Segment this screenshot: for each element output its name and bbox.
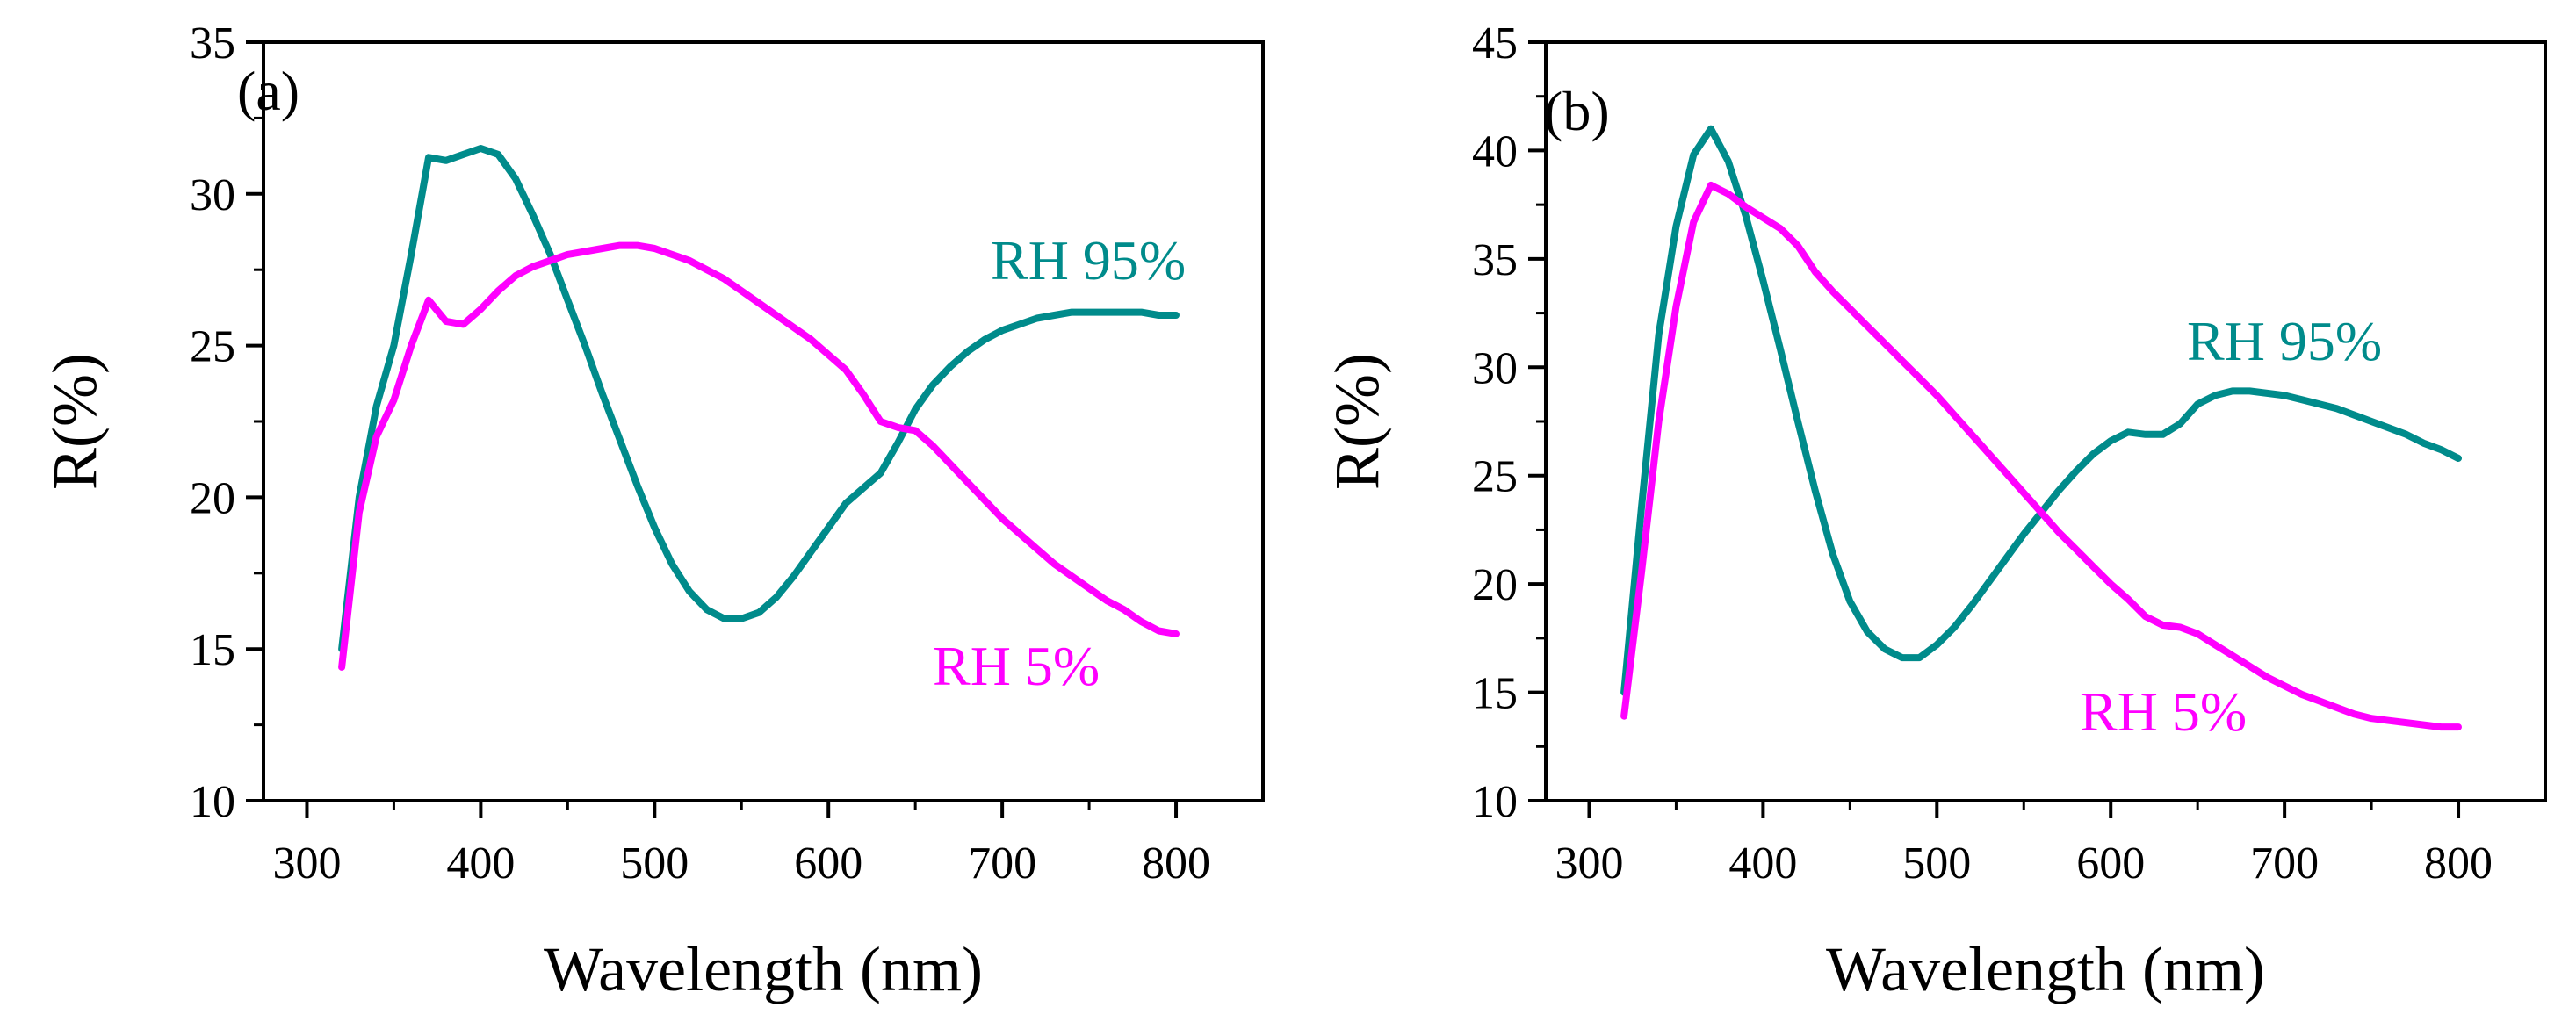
x-tick-label: 700: [968, 838, 1036, 889]
y-tick-label: 35: [1472, 235, 1518, 285]
x-tick-label: 400: [446, 838, 515, 889]
x-tick-label: 300: [272, 838, 341, 889]
x-tick-label: 500: [620, 838, 689, 889]
y-tick-label: 25: [190, 322, 235, 372]
series-line-rh5: [338, 241, 1180, 671]
x-tick-label: 600: [2076, 838, 2145, 889]
y-tick-label: 10: [1472, 777, 1518, 827]
x-tick-label: 500: [1902, 838, 1971, 889]
plot-frame: [262, 40, 1265, 802]
panel-label: (b): [1544, 80, 1610, 142]
y-tick-label: 20: [1472, 560, 1518, 610]
chart-panel-b: 300 400 500 600 700 800 10 15 20 25 30 35 40 45 (b) R…: [1322, 18, 2547, 1004]
x-tick-label: 600: [794, 838, 862, 889]
y-tick-label: 25: [1472, 452, 1518, 502]
y-tick-label: 40: [1472, 126, 1518, 176]
x-tick-label: 800: [2424, 838, 2493, 889]
series-label-rh95: RH 95%: [2187, 310, 2382, 372]
panel-label: (a): [237, 60, 299, 122]
series-layer: [338, 145, 1180, 671]
y-tick-label: 15: [1472, 669, 1518, 719]
series-label-rh95: RH 95%: [991, 229, 1186, 291]
axis-ticks: 300 400 500 600 700 800 10 15 20 25 30 35 40 45: [1472, 18, 2493, 889]
series-line-rh95: [338, 145, 1180, 653]
x-tick-label: 800: [1142, 838, 1210, 889]
series-line-rh95: [1620, 125, 2462, 696]
y-tick-label: 45: [1472, 18, 1518, 68]
x-tick-label: 700: [2250, 838, 2319, 889]
series-label-rh5: RH 5%: [933, 635, 1100, 697]
x-axis-title: Wavelength (nm): [544, 934, 983, 1004]
x-tick-label: 300: [1555, 838, 1623, 889]
y-tick-label: 15: [190, 625, 235, 675]
series-layer: [1620, 125, 2462, 731]
y-tick-label: 20: [190, 473, 235, 523]
y-axis-title: R(%): [40, 353, 110, 490]
y-axis-title: R(%): [1322, 353, 1392, 490]
y-tick-label: 10: [190, 777, 235, 827]
series-line-rh5: [1620, 181, 2462, 731]
series-label-rh5: RH 5%: [2080, 680, 2247, 743]
x-axis-title: Wavelength (nm): [1826, 934, 2265, 1004]
axis-ticks: 300 400 500 600 700 800 10 15 20 25 30 35: [190, 18, 1210, 889]
x-tick-label: 400: [1728, 838, 1797, 889]
chart-panel-a: 300 400 500 600 700 800 10 15 20 25 30 35 (a) RH 95…: [40, 18, 1265, 1004]
y-tick-label: 30: [190, 170, 235, 220]
y-tick-label: 30: [1472, 343, 1518, 393]
y-tick-label: 35: [190, 18, 235, 68]
